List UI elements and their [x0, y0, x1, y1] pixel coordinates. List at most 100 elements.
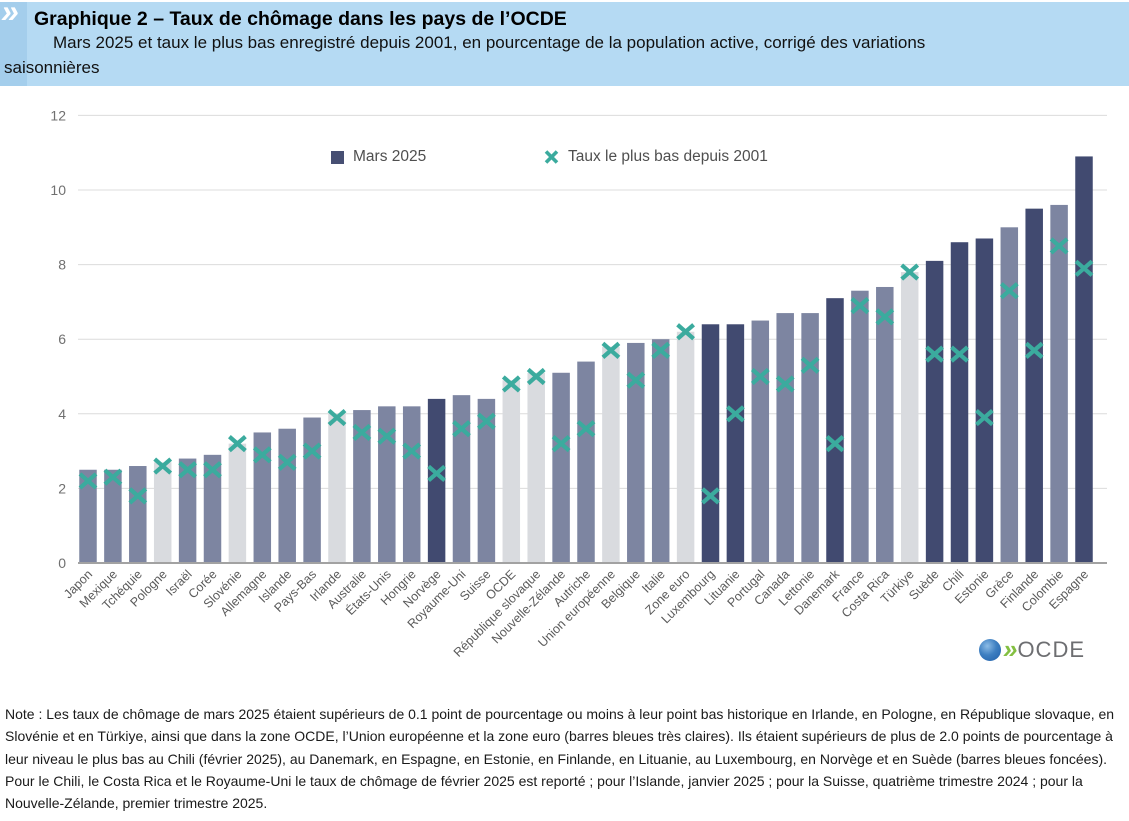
- chart-header: » Graphique 2 – Taux de chômage dans les…: [0, 0, 1129, 86]
- low-marker-Lituanie: [726, 405, 745, 423]
- low-marker-Portugal: [750, 367, 770, 386]
- bar-Israël: [178, 458, 197, 563]
- bar-Lettonie: [801, 313, 819, 563]
- logo-text: OCDE: [1017, 637, 1085, 662]
- bar-Hongrie: [402, 406, 421, 563]
- y-tick-label: 4: [58, 406, 66, 422]
- bar-République slovaque: [527, 372, 545, 563]
- low-marker-Lettonie: [800, 356, 820, 374]
- bar-Pays-Bas: [303, 417, 321, 563]
- bar-Espagne: [1075, 156, 1093, 563]
- bar-Nouvelle-Zélande: [552, 372, 570, 563]
- low-marker-Suisse: [477, 412, 496, 430]
- bar-Colombie: [1050, 204, 1068, 564]
- bar-Union européenne: [602, 346, 620, 563]
- low-marker-Pologne: [153, 457, 173, 475]
- y-tick-label: 2: [58, 480, 66, 496]
- bar-OCDE: [502, 380, 521, 563]
- bar-Lituanie: [726, 324, 745, 563]
- note-text: Note : Les taux de chômage de mars 2025 …: [5, 706, 1115, 812]
- low-marker-Grèce: [999, 282, 1019, 300]
- y-tick-label: 10: [50, 182, 66, 198]
- bar-Suède: [925, 260, 944, 563]
- bar-Portugal: [751, 320, 770, 563]
- legend-square-icon: [331, 150, 344, 164]
- low-marker-Zone euro: [676, 323, 695, 341]
- low-marker-Nouvelle-Zélande: [551, 435, 571, 453]
- bar-Australie: [353, 410, 371, 563]
- bar-Estonie: [975, 238, 994, 564]
- low-marker-Canada: [775, 375, 795, 393]
- low-marker-Slovénie: [228, 435, 247, 453]
- low-marker-Finlande: [1024, 341, 1044, 359]
- legend-marker-label: Taux le plus bas depuis 2001: [568, 148, 768, 165]
- y-tick-label: 0: [58, 555, 66, 571]
- page-title: Graphique 2 – Taux de chômage dans les p…: [34, 8, 567, 30]
- bar-Luxembourg: [701, 324, 720, 563]
- low-marker-Belgique: [626, 371, 646, 389]
- oecd-chevron-icon: »: [1, 0, 19, 29]
- bar-Irlande: [328, 413, 346, 563]
- header-stripe: [0, 2, 27, 86]
- low-marker-Irlande: [327, 408, 347, 427]
- y-tick-label: 12: [50, 107, 66, 123]
- y-tick-label: 6: [58, 331, 66, 347]
- legend-item-mars-2025: Mars 2025: [331, 148, 426, 166]
- low-marker-Italie: [651, 341, 671, 359]
- low-marker-France: [850, 297, 870, 315]
- bar-Autriche: [577, 361, 595, 563]
- low-marker-Chili: [950, 345, 969, 363]
- unemployment-chart: 0 2 4 6 8 10 12 Japon Mexique Tchéquie Pologne Isra…: [0, 86, 1129, 700]
- bar-Norvège: [427, 398, 446, 563]
- bar-Grèce: [1000, 227, 1019, 564]
- bar-Corée: [203, 454, 222, 563]
- low-marker-Australie: [352, 423, 372, 442]
- bar-Pologne: [153, 462, 172, 563]
- legend-item-taux-le-plus-bas: Taux le plus bas depuis 2001: [544, 148, 768, 166]
- low-marker-République slovaque: [526, 367, 546, 386]
- globe-icon: [978, 639, 1001, 661]
- bar-Islande: [278, 428, 296, 563]
- low-marker-Union européenne: [601, 341, 621, 359]
- legend-bar-label: Mars 2025: [353, 148, 427, 165]
- low-marker-Mexique: [103, 468, 123, 486]
- bar-Royaume-Uni: [452, 395, 471, 563]
- bar-États-Unis: [378, 406, 396, 563]
- bar-France: [851, 290, 869, 563]
- bar-Danemark: [826, 298, 844, 563]
- low-marker-Autriche: [576, 420, 596, 438]
- bar-Slovénie: [228, 443, 247, 563]
- bar-Costa Rica: [876, 286, 894, 563]
- x-marker-icon: [544, 150, 559, 164]
- low-marker-Estonie: [975, 408, 994, 427]
- bar-Finlande: [1025, 208, 1043, 563]
- low-marker-Luxembourg: [701, 487, 720, 505]
- low-marker-Costa Rica: [875, 308, 895, 326]
- bar-Japon: [79, 469, 97, 563]
- ocde-logo: » OCDE: [978, 633, 1085, 664]
- bar-Allemagne: [253, 432, 272, 563]
- low-marker-Corée: [203, 461, 222, 479]
- bar-Zone euro: [676, 331, 695, 563]
- low-marker-Espagne: [1074, 259, 1094, 277]
- low-marker-Norvège: [427, 464, 446, 483]
- low-marker-États-Unis: [377, 427, 397, 445]
- low-marker-OCDE: [501, 375, 521, 393]
- logo-chevron-icon: »: [1002, 633, 1018, 664]
- low-marker-Danemark: [825, 435, 845, 453]
- bar-Suisse: [477, 398, 496, 563]
- bar-Türkiye: [900, 272, 919, 563]
- bar-Canada: [776, 313, 794, 563]
- low-marker-Japon: [78, 472, 98, 490]
- bar-Belgique: [627, 342, 645, 563]
- bar-Mexique: [104, 469, 122, 563]
- low-marker-Royaume-Uni: [452, 420, 471, 438]
- low-marker-Allemagne: [252, 446, 272, 464]
- low-marker-Türkiye: [900, 263, 920, 281]
- bar-Tchéquie: [129, 466, 147, 563]
- low-marker-Colombie: [1049, 237, 1069, 255]
- low-marker-Israël: [178, 461, 197, 479]
- page-subtitle: Mars 2025 et taux le plus bas enregistré…: [4, 33, 926, 77]
- low-marker-Hongrie: [402, 442, 422, 460]
- y-tick-label: 8: [58, 257, 66, 273]
